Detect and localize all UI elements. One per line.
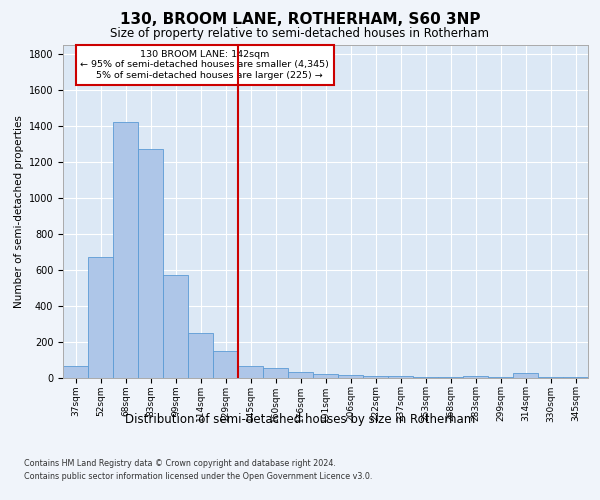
Bar (163, 275, 188, 378)
Text: Size of property relative to semi-detached houses in Rotherham: Size of property relative to semi-detach… (110, 28, 490, 40)
Bar (213, 350, 238, 378)
Bar (463, 376, 488, 378)
Y-axis label: Number of semi-detached properties: Number of semi-detached properties (14, 115, 25, 308)
Bar (388, 376, 413, 378)
Bar (113, 122, 138, 378)
Bar (263, 368, 288, 378)
Bar (138, 149, 163, 378)
Bar (538, 377, 563, 378)
Bar (338, 375, 363, 378)
Bar (63, 366, 88, 378)
Bar (313, 374, 338, 378)
Text: Contains public sector information licensed under the Open Government Licence v3: Contains public sector information licen… (24, 472, 373, 481)
Text: 130 BROOM LANE: 142sqm
← 95% of semi-detached houses are smaller (4,345)
   5% o: 130 BROOM LANE: 142sqm ← 95% of semi-det… (80, 50, 329, 80)
Bar (363, 376, 388, 378)
Text: 130, BROOM LANE, ROTHERHAM, S60 3NP: 130, BROOM LANE, ROTHERHAM, S60 3NP (120, 12, 480, 28)
Text: Distribution of semi-detached houses by size in Rotherham: Distribution of semi-detached houses by … (125, 412, 475, 426)
Bar (238, 366, 263, 378)
Bar (413, 376, 438, 378)
Text: Contains HM Land Registry data © Crown copyright and database right 2024.: Contains HM Land Registry data © Crown c… (24, 458, 336, 468)
Bar (513, 373, 538, 378)
Bar (563, 377, 588, 378)
Bar (438, 376, 463, 378)
Bar (488, 377, 513, 378)
Bar (188, 334, 213, 378)
Bar (88, 257, 113, 378)
Bar (288, 372, 313, 378)
